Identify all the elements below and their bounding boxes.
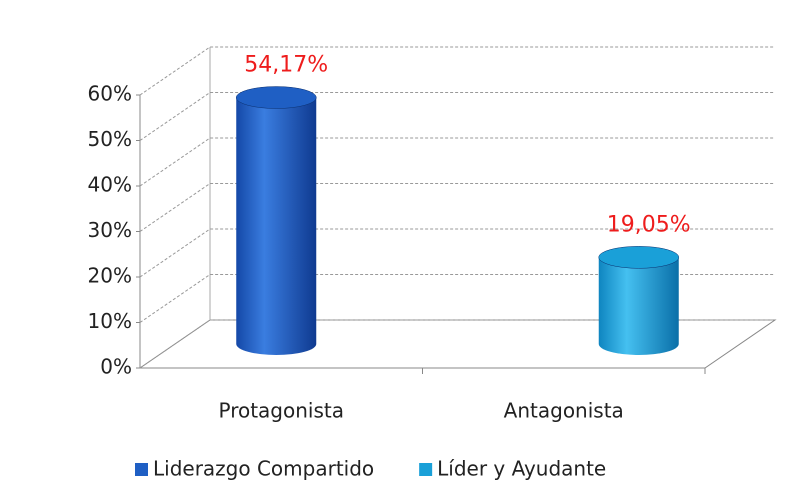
x-tick-label: Protagonista [218, 399, 344, 423]
y-tick-label: 20% [88, 264, 132, 288]
bar [598, 257, 679, 355]
y-tick-label: 60% [88, 82, 132, 106]
bar-top [598, 246, 679, 269]
value-label: 54,17% [244, 53, 328, 78]
grid-line [139, 183, 775, 232]
y-tick-label: 50% [88, 127, 132, 151]
x-tick-label: Antagonista [504, 399, 624, 423]
y-tick-label: 30% [88, 218, 132, 242]
y-tick-label: 10% [88, 309, 132, 333]
bar [236, 97, 317, 356]
legend-swatch [135, 463, 148, 476]
legend-label: Líder y Ayudante [437, 457, 606, 481]
legend-swatch [419, 463, 433, 476]
y-tick-label: 0% [100, 355, 132, 379]
grid-line [139, 319, 775, 369]
grid-line [139, 92, 775, 141]
value-label: 19,05% [607, 212, 691, 237]
bar-top [236, 86, 317, 109]
floor [138, 319, 777, 369]
grid-line [139, 228, 775, 278]
grid-line [139, 137, 775, 187]
y-tick-label: 40% [88, 173, 132, 197]
grid-line [139, 274, 775, 323]
legend-label: Liderazgo Compartido [153, 457, 374, 481]
grid-line [139, 46, 775, 96]
